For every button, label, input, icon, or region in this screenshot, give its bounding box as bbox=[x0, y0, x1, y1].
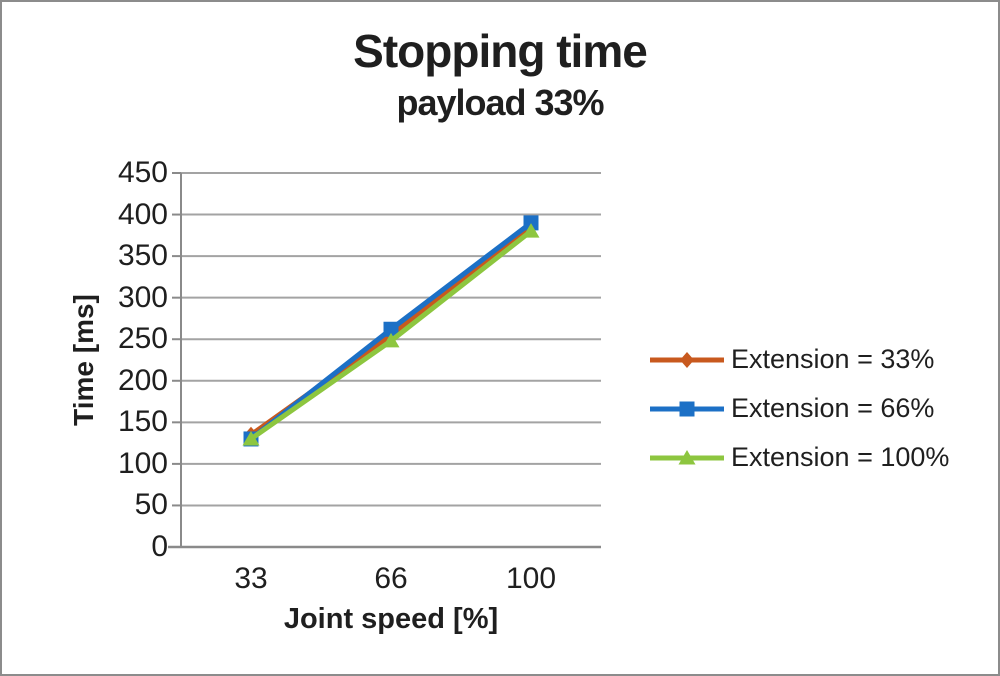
y-tick-label: 450 bbox=[117, 156, 168, 189]
y-tick-label: 350 bbox=[117, 239, 168, 273]
legend-swatch-square-icon bbox=[650, 401, 724, 416]
legend-label: Extension = 100% bbox=[731, 442, 950, 472]
gridlines bbox=[181, 172, 601, 507]
legend-label: Extension = 66% bbox=[731, 393, 935, 423]
legend-item: Extension = 66% bbox=[650, 393, 949, 423]
legend-label: Extension = 33% bbox=[731, 344, 935, 374]
data-point-marker bbox=[382, 332, 400, 348]
legend-item: Extension = 100% bbox=[650, 442, 950, 472]
y-tick-label: 200 bbox=[117, 363, 168, 397]
legend-marker bbox=[680, 351, 694, 368]
y-tick-label: 0 bbox=[151, 530, 168, 563]
data-point-marker bbox=[523, 215, 539, 231]
legend-marker bbox=[679, 401, 695, 416]
legend-item: Extension = 33% bbox=[650, 344, 949, 374]
chart-title: Stopping time bbox=[353, 25, 648, 77]
data-point-marker bbox=[522, 223, 540, 238]
axes bbox=[168, 172, 601, 549]
series-triangle bbox=[242, 223, 540, 446]
x-axis-title: Joint speed [%] bbox=[283, 603, 499, 635]
y-tick-label: 50 bbox=[134, 488, 168, 522]
chart-subtitle: payload 33% bbox=[396, 82, 604, 123]
y-tick-label: 150 bbox=[117, 405, 168, 439]
x-tick-label: 100 bbox=[505, 562, 557, 595]
x-tick-label: 66 bbox=[374, 562, 408, 595]
legend-swatch-diamond-icon bbox=[650, 351, 724, 368]
x-tick-label: 33 bbox=[234, 562, 268, 595]
y-tick-label: 250 bbox=[117, 322, 168, 356]
legend-swatch-triangle-icon bbox=[650, 449, 724, 464]
legend-marker bbox=[678, 449, 696, 464]
y-tick-label: 400 bbox=[117, 197, 168, 231]
y-tick-label: 100 bbox=[117, 446, 168, 480]
data-point-marker bbox=[242, 430, 260, 446]
y-tick-label: 300 bbox=[117, 280, 168, 314]
data-point-marker bbox=[383, 321, 399, 337]
legend: Extension = 33% Extension = 66% Extension … bbox=[650, 344, 950, 472]
